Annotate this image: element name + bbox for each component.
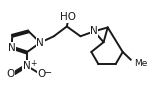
Text: N: N — [90, 26, 98, 36]
Text: Me: Me — [134, 59, 148, 68]
Text: O: O — [37, 69, 46, 79]
Text: N: N — [23, 61, 30, 71]
Text: O: O — [6, 69, 14, 79]
Text: HO: HO — [60, 12, 76, 22]
Text: N: N — [8, 43, 15, 53]
Text: −: − — [44, 68, 52, 78]
Text: +: + — [30, 59, 37, 68]
Text: N: N — [36, 38, 44, 48]
